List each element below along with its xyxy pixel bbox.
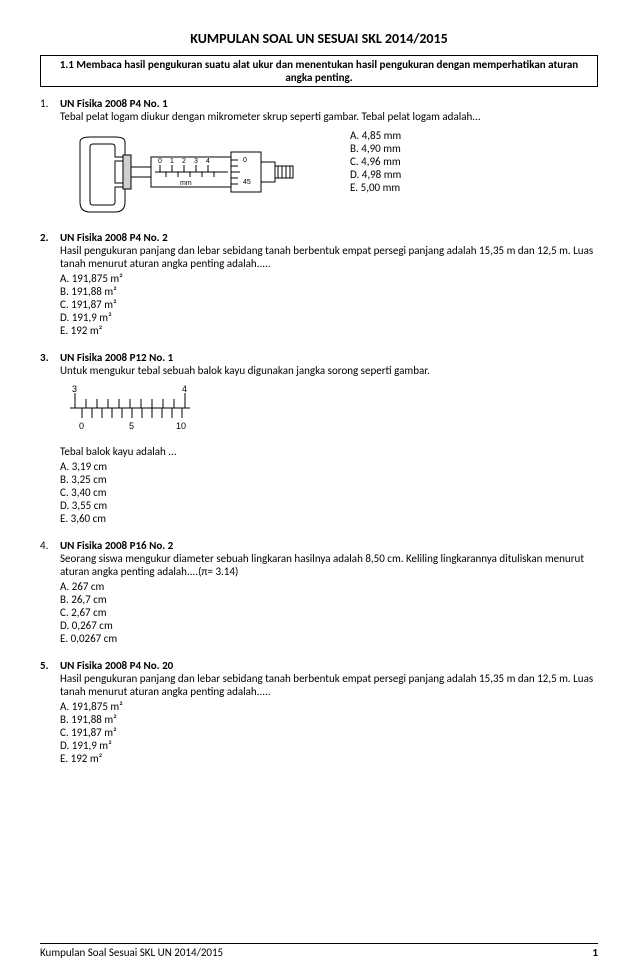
question-number: 2. [40,231,60,337]
micrometer-figure: 0 1 2 3 4 mm 0 45 [60,127,320,217]
option-c: C. 4,96 mm [350,155,401,168]
option-c: C. 2,67 cm [60,606,598,619]
option-a: A. 3,19 cm [60,460,598,473]
svg-text:0: 0 [158,158,162,165]
option-a: A. 267 cm [60,580,598,593]
question-text-2: Tebal balok kayu adalah ... [60,445,598,458]
question-4: 4. UN Fisika 2008 P16 No. 2 Seorang sisw… [40,539,598,645]
svg-text:45: 45 [243,179,251,186]
question-5: 5. UN Fisika 2008 P4 No. 20 Hasil penguk… [40,659,598,765]
options: A. 191,875 m² B. 191,88 m² C. 191,87 m² … [60,272,598,337]
options: A. 3,19 cm B. 3,25 cm C. 3,40 cm D. 3,55… [60,460,598,525]
svg-text:4: 4 [206,158,210,165]
page-footer: Kumpulan Soal Sesuai SKL UN 2014/2015 1 [40,943,598,959]
option-b: B. 191,88 m² [60,713,598,726]
question-text: Tebal pelat logam diukur dengan mikromet… [60,110,598,123]
question-title: UN Fisika 2008 P16 No. 2 [60,539,598,552]
question-list: 1. UN Fisika 2008 P4 No. 1 Tebal pelat l… [40,97,598,765]
option-c: C. 191,87 m² [60,298,598,311]
svg-text:mm: mm [180,180,192,187]
options: A. 267 cm B. 26,7 cm C. 2,67 cm D. 0,267… [60,580,598,645]
section-box: 1.1 Membaca hasil pengukuran suatu alat … [40,55,598,87]
question-number: 3. [40,351,60,525]
question-number: 1. [40,97,60,217]
question-2: 2. UN Fisika 2008 P4 No. 2 Hasil penguku… [40,231,598,337]
svg-text:0: 0 [243,157,247,164]
option-b: B. 26,7 cm [60,593,598,606]
option-c: C. 191,87 m² [60,726,598,739]
option-c: C. 3,40 cm [60,486,598,499]
option-d: D. 0,267 cm [60,619,598,632]
svg-text:10: 10 [176,421,186,431]
question-3: 3. UN Fisika 2008 P12 No. 1 Untuk menguk… [40,351,598,525]
option-e: E. 5,00 mm [350,181,401,194]
option-d: D. 4,98 mm [350,168,401,181]
footer-left: Kumpulan Soal Sesuai SKL UN 2014/2015 [40,946,223,959]
option-b: B. 191,88 m² [60,285,598,298]
svg-text:5: 5 [129,421,134,431]
option-d: D. 191,9 m² [60,311,598,324]
svg-text:2: 2 [182,158,186,165]
question-number: 5. [40,659,60,765]
option-e: E. 3,60 cm [60,512,598,525]
svg-text:0: 0 [79,421,84,431]
question-title: UN Fisika 2008 P12 No. 1 [60,351,598,364]
question-text: Hasil pengukuran panjang dan lebar sebid… [60,672,598,698]
question-1: 1. UN Fisika 2008 P4 No. 1 Tebal pelat l… [40,97,598,217]
option-e: E. 0,0267 cm [60,632,598,645]
vernier-figure: 3 4 0 5 10 [60,383,200,438]
question-text: Seorang siswa mengukur diameter sebuah l… [60,552,598,578]
svg-text:4: 4 [182,384,187,394]
option-a: A. 191,875 m² [60,272,598,285]
question-title: UN Fisika 2008 P4 No. 2 [60,231,598,244]
question-title: UN Fisika 2008 P4 No. 1 [60,97,598,110]
footer-page-number: 1 [592,946,598,959]
svg-text:3: 3 [72,384,77,394]
option-a: A. 191,875 m² [60,700,598,713]
option-a: A. 4,85 mm [350,129,401,142]
question-number: 4. [40,539,60,645]
option-b: B. 3,25 cm [60,473,598,486]
question-text: Untuk mengukur tebal sebuah balok kayu d… [60,364,598,377]
option-d: D. 3,55 cm [60,499,598,512]
option-d: D. 191,9 m² [60,739,598,752]
options: A. 191,875 m² B. 191,88 m² C. 191,87 m² … [60,700,598,765]
options: A. 4,85 mm B. 4,90 mm C. 4,96 mm D. 4,98… [350,129,401,194]
page-title: KUMPULAN SOAL UN SESUAI SKL 2014/2015 [40,30,598,47]
question-text: Hasil pengukuran panjang dan lebar sebid… [60,244,598,270]
svg-text:1: 1 [170,158,174,165]
option-e: E. 192 m² [60,752,598,765]
option-e: E. 192 m² [60,324,598,337]
question-title: UN Fisika 2008 P4 No. 20 [60,659,598,672]
option-b: B. 4,90 mm [350,142,401,155]
svg-text:3: 3 [194,158,198,165]
